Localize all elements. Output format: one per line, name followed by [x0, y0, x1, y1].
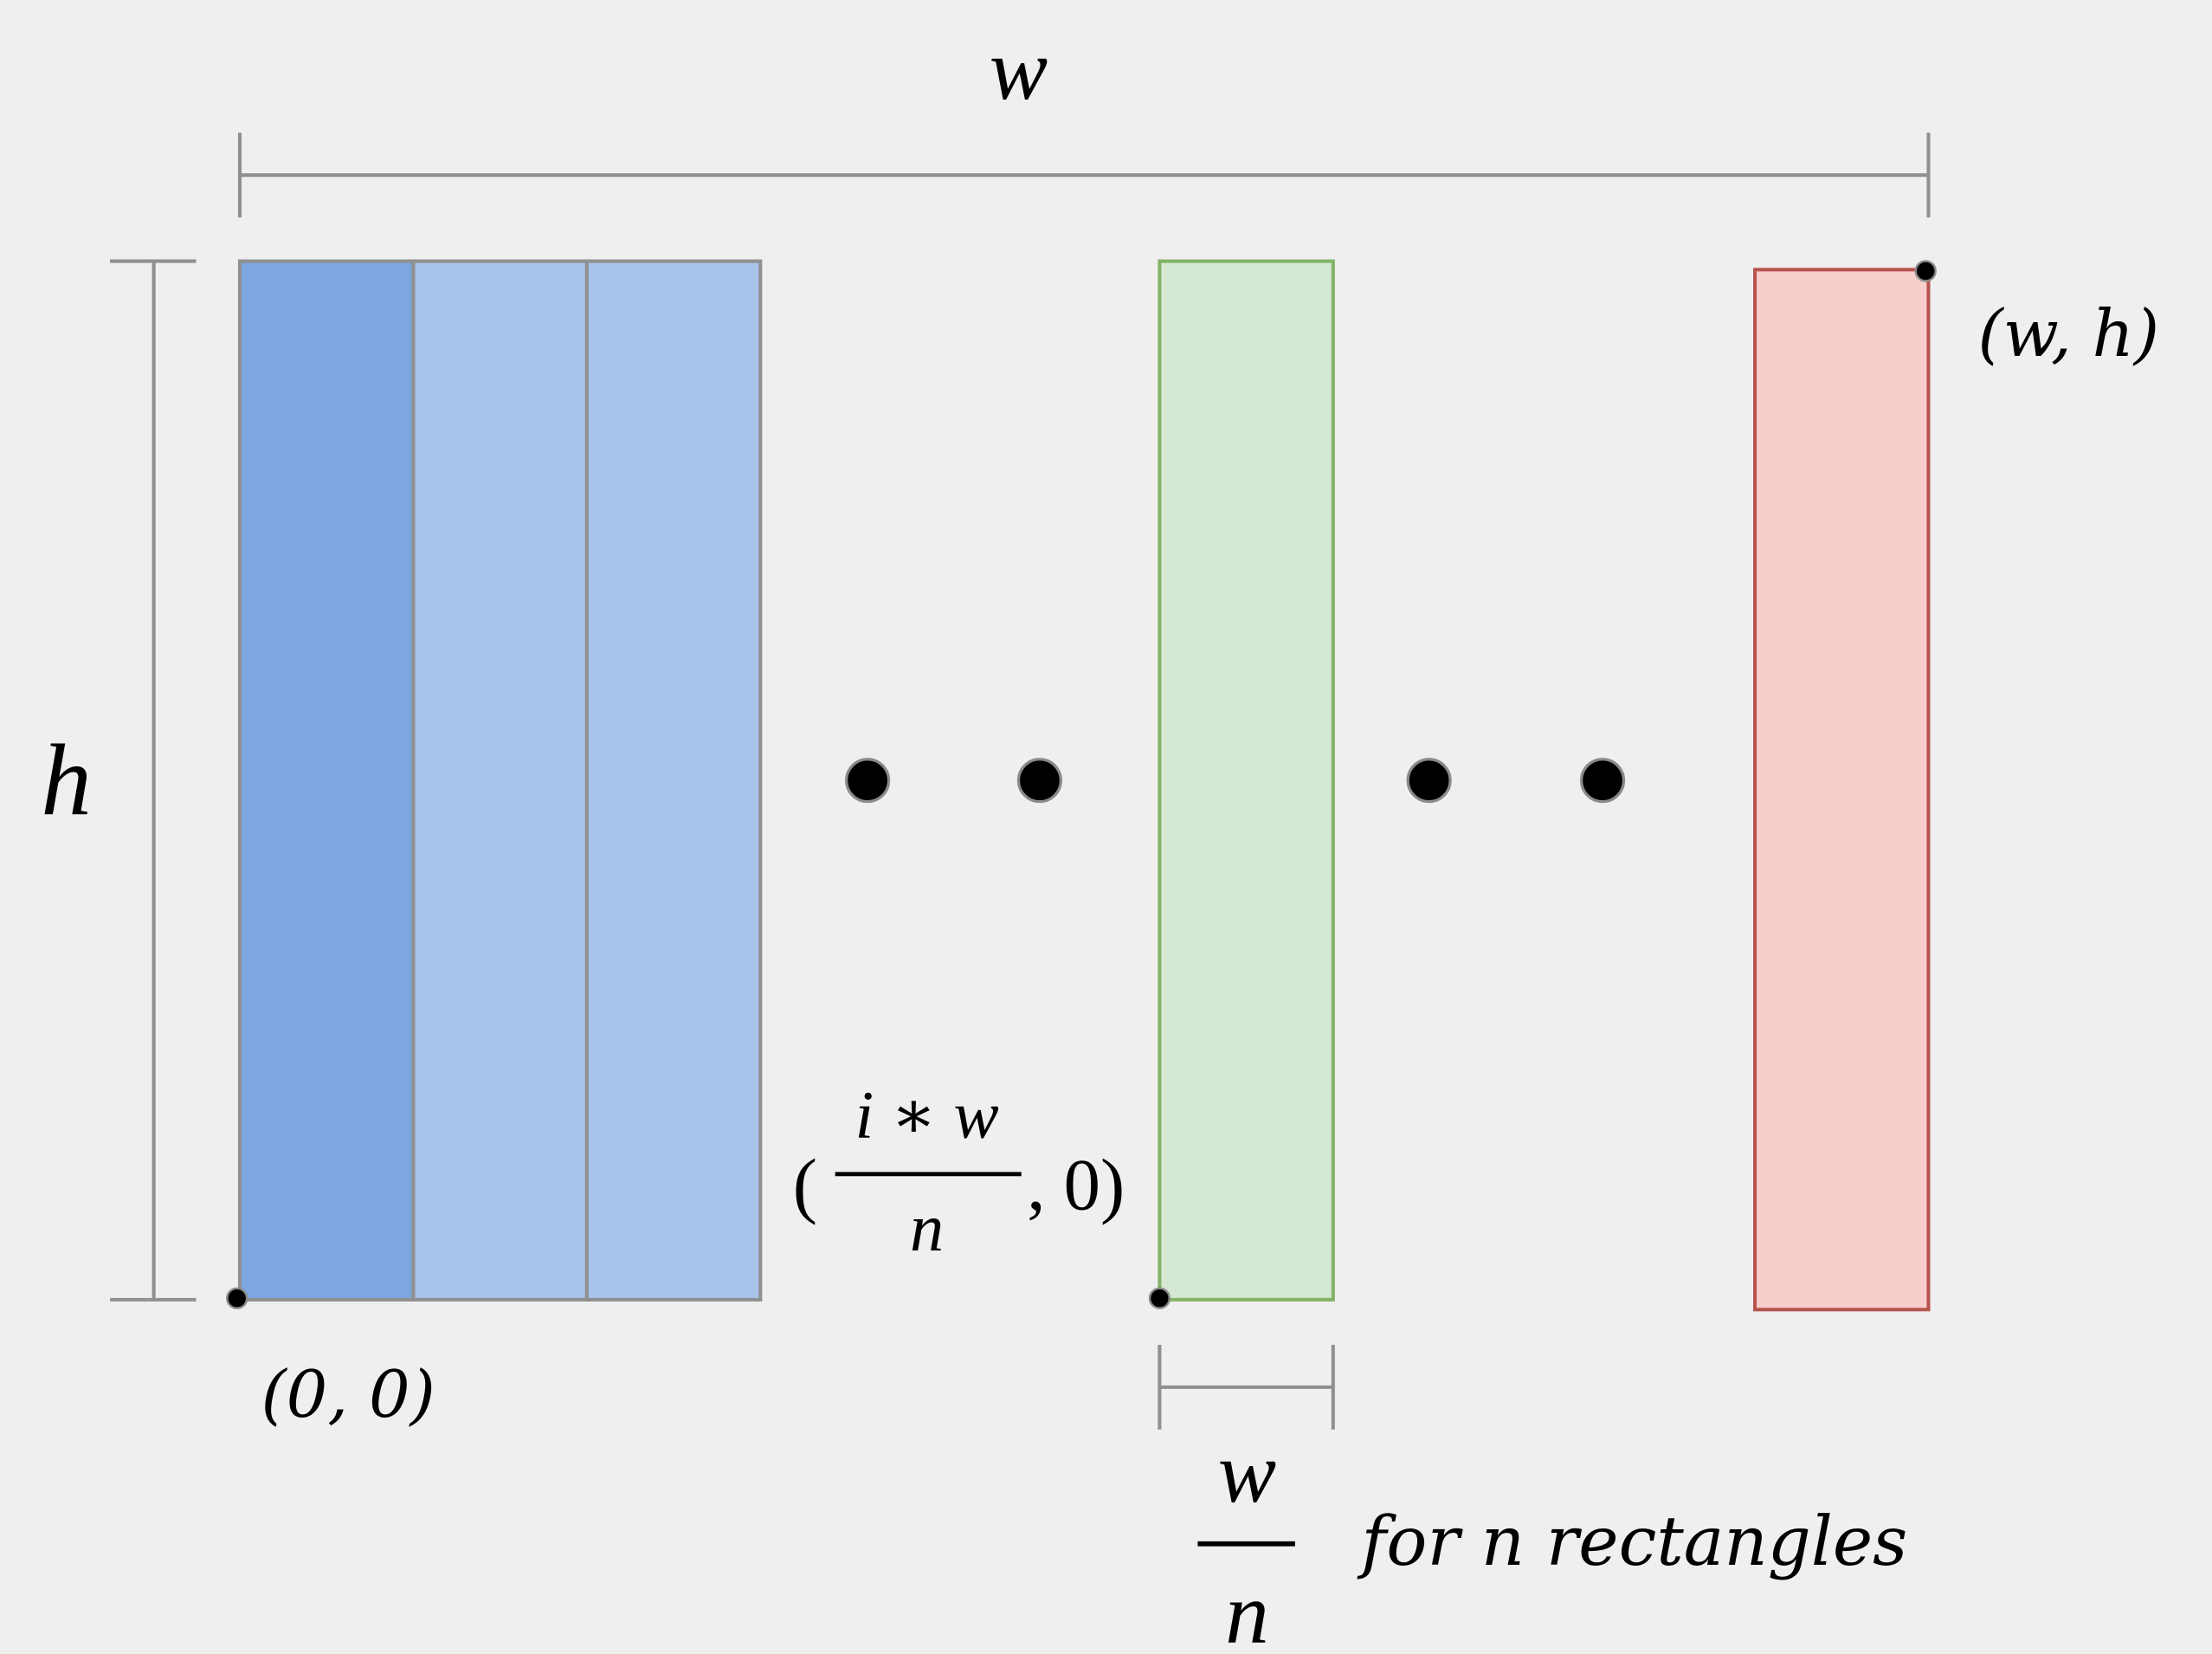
caption: for n rectangles	[1357, 1502, 1907, 1581]
formula-numerator: i ∗ w	[854, 1076, 998, 1152]
rect-width-dimension	[1158, 1345, 1335, 1430]
formula-denominator: n	[910, 1190, 944, 1265]
height-dimension	[110, 259, 197, 1302]
formula-open-paren: (	[793, 1145, 817, 1226]
first-rectangle	[237, 259, 416, 1302]
second-rectangle	[411, 259, 589, 1302]
rect-width-fraction: w n	[1197, 1424, 1295, 1654]
corner-label: (w, h)	[1978, 295, 2160, 372]
rect-width-denominator: n	[1225, 1565, 1269, 1654]
height-label: h	[41, 724, 92, 837]
third-rectangle	[584, 259, 763, 1302]
width-dimension	[237, 132, 1931, 218]
ellipsis-dot	[1406, 758, 1452, 804]
ellipsis-dot	[1016, 758, 1062, 804]
ith-origin-point	[1148, 1287, 1171, 1309]
width-label: w	[990, 21, 1048, 118]
origin-point	[226, 1287, 248, 1309]
ellipsis-dot	[1580, 758, 1626, 804]
origin-label: (0, 0)	[261, 1356, 435, 1432]
rect-width-numerator: w	[1218, 1424, 1276, 1521]
position-formula: ( i ∗ w n , 0)	[793, 1076, 1125, 1264]
last-rectangle	[1753, 268, 1931, 1312]
corner-point	[1914, 260, 1937, 282]
ith-rectangle	[1158, 259, 1335, 1302]
ellipsis-dot	[845, 758, 891, 804]
formula-close: , 0)	[1027, 1145, 1125, 1226]
ellipsis-dots	[845, 758, 1626, 804]
